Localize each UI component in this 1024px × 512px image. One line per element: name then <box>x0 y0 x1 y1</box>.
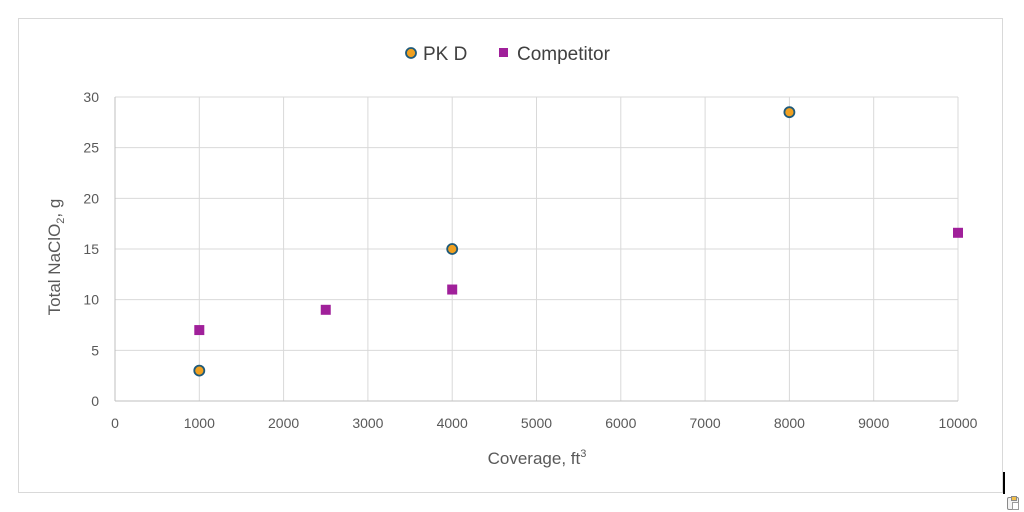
x-tick-label: 5000 <box>521 415 552 431</box>
text-cursor <box>1003 472 1005 494</box>
y-tick-label: 5 <box>91 342 99 358</box>
x-tick-label: 3000 <box>352 415 383 431</box>
legend-marker-competitor <box>499 48 508 57</box>
point-pk-d <box>783 106 796 119</box>
y-tick-label: 30 <box>83 89 99 105</box>
chart-area: 0 5 10 15 20 25 30 0 1000 2000 3000 4000 5000 6000 70… <box>18 18 1003 493</box>
x-axis-title: Coverage, ft3 <box>488 448 587 468</box>
y-tick-label: 0 <box>91 393 99 409</box>
y-axis-title-subscript: 2 <box>55 218 67 224</box>
y-axis-title-main: Total NaClO <box>45 224 64 316</box>
paste-options-icon[interactable] <box>1007 496 1019 510</box>
point-competitor <box>953 227 963 238</box>
x-tick-label: 1000 <box>184 415 215 431</box>
y-tick-label: 15 <box>83 241 99 257</box>
data-points <box>193 106 963 377</box>
point-pk-d <box>193 364 206 377</box>
scatter-chart: 0 5 10 15 20 25 30 0 1000 2000 3000 4000 5000 6000 70… <box>45 44 978 468</box>
point-pk-d <box>446 243 459 255</box>
x-tick-label: 0 <box>111 415 119 431</box>
x-tick-label: 7000 <box>690 415 721 431</box>
y-tick-label: 10 <box>83 292 99 308</box>
legend-marker-pk-d <box>405 47 417 59</box>
point-competitor <box>194 325 205 336</box>
x-tick-label: 10000 <box>939 415 978 431</box>
y-tick-label: 20 <box>83 190 99 206</box>
y-axis-title: Total NaClO2, g <box>45 199 67 316</box>
gridlines <box>115 96 959 401</box>
y-tick-labels: 0 5 10 15 20 25 30 <box>83 89 99 409</box>
x-tick-label: 6000 <box>605 415 636 431</box>
x-tick-label: 4000 <box>437 415 468 431</box>
x-tick-labels: 0 1000 2000 3000 4000 5000 6000 7000 8000 9000 100… <box>111 415 978 431</box>
point-competitor <box>447 284 458 295</box>
point-competitor <box>320 304 331 315</box>
x-tick-label: 9000 <box>858 415 889 431</box>
x-tick-label: 2000 <box>268 415 299 431</box>
legend-label-pk-d: PK D <box>423 44 467 65</box>
x-axis-title-main: Coverage, ft <box>488 449 581 468</box>
legend-label-competitor: Competitor <box>517 44 611 65</box>
y-tick-label: 25 <box>83 140 99 156</box>
legend: PK D Competitor <box>405 44 611 65</box>
axes <box>114 97 958 402</box>
y-axis-title-suffix: , g <box>45 199 64 218</box>
x-tick-label: 8000 <box>774 415 805 431</box>
x-axis-title-superscript: 3 <box>580 448 586 460</box>
